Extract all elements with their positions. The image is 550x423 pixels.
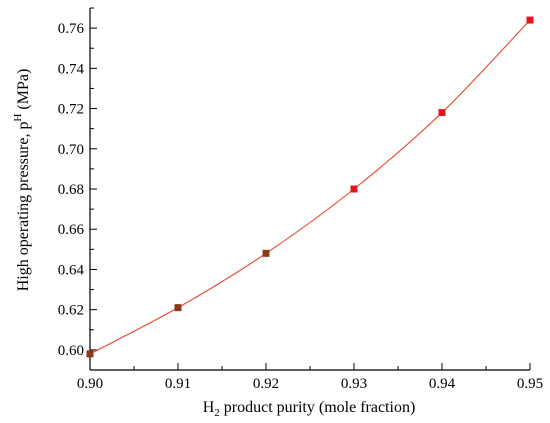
y-tick-label: 0.76 (58, 21, 85, 37)
series-line (89, 19, 531, 355)
y-tick-label: 0.74 (58, 61, 85, 77)
y-tick-label: 0.64 (58, 262, 85, 278)
y-tick-label: 0.62 (58, 303, 84, 319)
y-axis-title: High operating pressure, pH (MPa) (12, 69, 32, 292)
y-tick-label: 0.68 (58, 182, 84, 198)
data-point (526, 16, 534, 24)
y-tick-label: 0.66 (58, 222, 85, 238)
x-tick-label: 0.93 (341, 376, 367, 392)
data-markers (86, 16, 534, 358)
x-tick-label: 0.91 (165, 376, 191, 392)
ticks: 0.90 0.91 0.92 0.93 0.94 0.95 0.60 0.62 0.64 0.66… (58, 7, 543, 392)
data-point (86, 350, 94, 358)
x-axis-title: H2 product purity (mole fraction) (203, 399, 416, 419)
y-tick-label: 0.70 (58, 142, 84, 158)
data-point (438, 109, 446, 117)
x-tick-label: 0.90 (77, 376, 103, 392)
y-tick-label: 0.72 (58, 102, 84, 118)
data-point (262, 249, 270, 257)
series-curve (89, 19, 531, 355)
x-tick-label: 0.94 (429, 376, 456, 392)
data-point (350, 185, 358, 193)
axes (89, 8, 530, 371)
x-tick-label: 0.95 (517, 376, 543, 392)
y-tick-label: 0.60 (58, 343, 84, 359)
data-point (174, 304, 182, 312)
x-tick-label: 0.92 (253, 376, 279, 392)
